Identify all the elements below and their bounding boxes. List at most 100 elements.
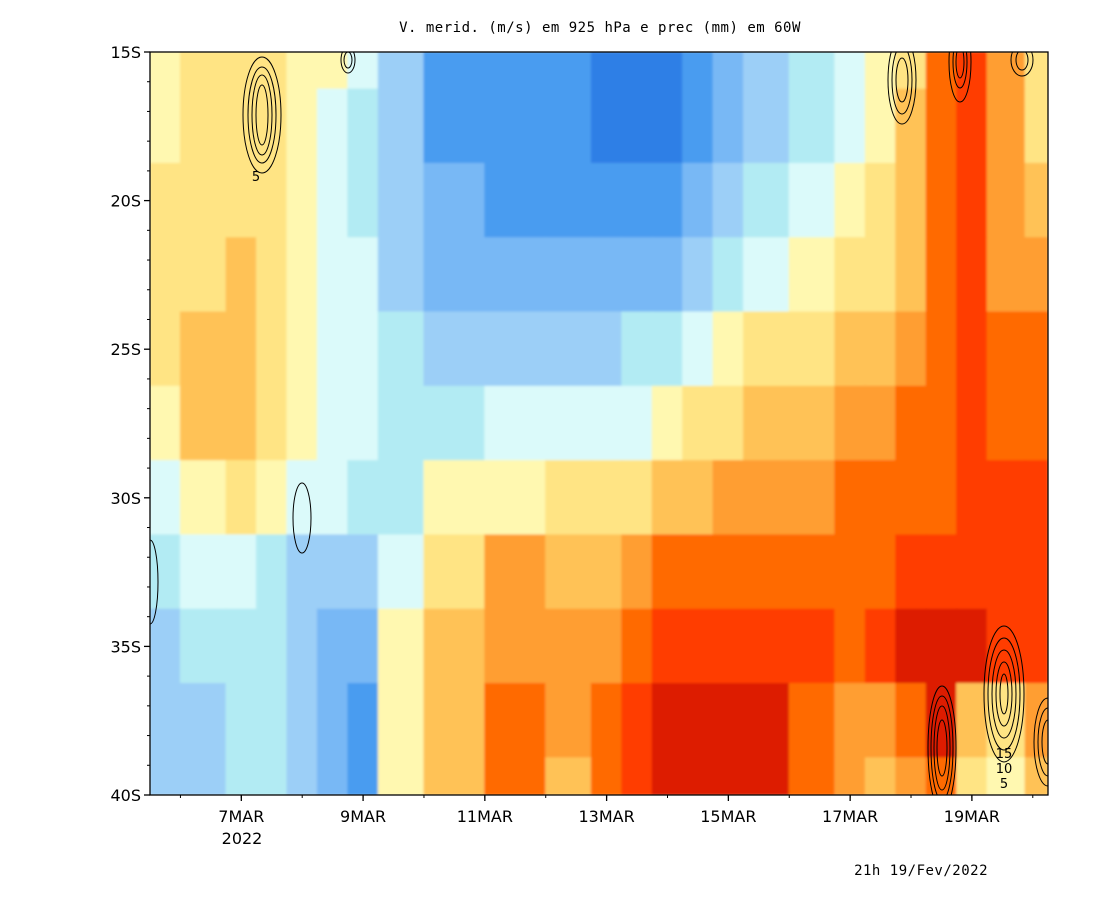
wind-cell	[682, 460, 714, 536]
wind-cell	[256, 162, 288, 239]
wind-cell	[682, 608, 714, 685]
wind-cell	[316, 460, 349, 536]
wind-cell	[545, 460, 592, 536]
wind-cell	[179, 757, 227, 795]
wind-cell	[179, 237, 227, 313]
wind-cell	[621, 683, 653, 759]
wind-cell	[712, 460, 745, 536]
wind-cell	[347, 757, 379, 795]
wind-cell	[956, 237, 988, 313]
precip-contour	[952, 52, 968, 89]
precip-contour	[1015, 52, 1029, 71]
wind-cell	[150, 311, 181, 387]
y-tick-label: 20S	[110, 192, 141, 211]
wind-cell	[347, 88, 379, 164]
x-year-label: 2022	[222, 829, 263, 848]
wind-cell	[712, 88, 745, 164]
wind-cell	[225, 460, 258, 536]
precip-contour	[251, 74, 273, 156]
wind-cell	[347, 311, 379, 387]
plot-frame	[149, 51, 1049, 796]
wind-cell	[225, 757, 258, 795]
wind-cell	[150, 162, 181, 239]
wind-cell	[956, 534, 988, 610]
wind-cell	[834, 460, 866, 536]
wind-cell	[788, 683, 836, 759]
wind-cell	[484, 757, 547, 795]
precip-contours	[150, 52, 1048, 795]
wind-cell	[179, 88, 227, 164]
wind-cell	[545, 52, 592, 90]
wind-cell	[743, 460, 790, 536]
wind-cell	[895, 460, 927, 536]
wind-cell	[347, 460, 379, 536]
wind-cell	[316, 534, 349, 610]
wind-cell	[377, 757, 425, 795]
wind-cell	[377, 608, 425, 685]
wind-cell	[484, 608, 547, 685]
wind-cell	[621, 237, 653, 313]
wind-cell	[256, 757, 288, 795]
x-tick-label: 17MAR	[822, 807, 878, 826]
wind-cell	[956, 52, 988, 90]
wind-cell	[545, 534, 592, 610]
wind-cell	[651, 683, 684, 759]
wind-cell	[956, 683, 988, 759]
wind-cell	[651, 311, 684, 387]
wind-cell	[423, 88, 486, 164]
wind-cell	[834, 534, 866, 610]
wind-cell	[788, 385, 836, 462]
x-tick-label: 7MAR	[218, 807, 264, 826]
wind-cell	[788, 88, 836, 164]
wind-cell	[377, 534, 425, 610]
wind-cell	[347, 162, 379, 239]
wind-cell	[895, 237, 927, 313]
wind-cell	[895, 385, 927, 462]
wind-cell	[1024, 237, 1048, 313]
wind-cell	[986, 52, 1026, 90]
wind-cell	[225, 237, 258, 313]
wind-cell	[621, 460, 653, 536]
x-tick-label: 15MAR	[700, 807, 756, 826]
wind-cell	[956, 162, 988, 239]
wind-cell	[834, 52, 866, 90]
wind-cell	[256, 237, 288, 313]
wind-cell	[590, 52, 623, 90]
wind-cell	[712, 162, 745, 239]
wind-cell	[986, 162, 1026, 239]
precip-contour	[1033, 697, 1048, 787]
wind-cell	[986, 385, 1026, 462]
wind-cell	[864, 683, 897, 759]
wind-cell	[743, 757, 790, 795]
wind-cell	[682, 757, 714, 795]
wind-cell	[682, 534, 714, 610]
wind-cell	[682, 52, 714, 90]
wind-cell	[743, 534, 790, 610]
precip-contour	[1037, 707, 1048, 777]
wind-cell	[590, 460, 623, 536]
wind-cell	[1024, 52, 1048, 90]
wind-cell	[864, 608, 897, 685]
wind-cell	[925, 460, 958, 536]
precip-contour-label: 10	[996, 762, 1013, 777]
wind-cell	[150, 534, 181, 610]
wind-cell	[286, 683, 318, 759]
wind-cell	[286, 311, 318, 387]
wind-cell	[895, 311, 927, 387]
wind-cell	[179, 52, 227, 90]
wind-cell	[682, 385, 714, 462]
precip-contour	[887, 52, 917, 125]
wind-cell	[895, 608, 927, 685]
wind-cell	[423, 534, 486, 610]
wind-cell	[925, 162, 958, 239]
wind-cell	[484, 237, 547, 313]
wind-cell	[316, 608, 349, 685]
precip-contour	[983, 625, 1025, 763]
wind-cell	[225, 88, 258, 164]
wind-cell	[545, 162, 592, 239]
wind-cell	[423, 237, 486, 313]
wind-cell	[590, 757, 623, 795]
wind-cell	[743, 385, 790, 462]
wind-cell	[423, 608, 486, 685]
wind-cell	[864, 757, 897, 795]
